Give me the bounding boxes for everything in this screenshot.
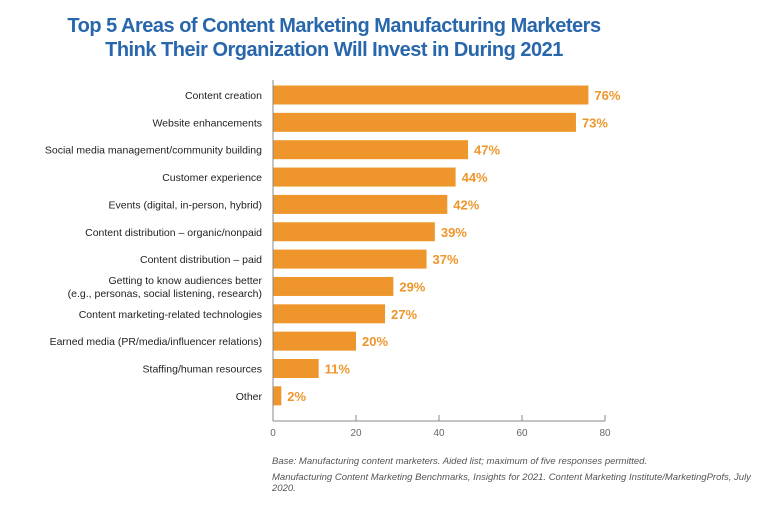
footnote-base: Base: Manufacturing content marketers. A…: [272, 456, 648, 467]
category-label: Content distribution – paid: [140, 254, 262, 266]
data-label: 73%: [582, 115, 608, 130]
category-label: Website enhancements: [152, 117, 262, 129]
bar: [273, 222, 435, 242]
bar: [273, 140, 469, 160]
bar: [273, 249, 427, 269]
data-label: 47%: [474, 143, 500, 158]
data-label: 44%: [462, 170, 488, 185]
x-tick-label: 0: [270, 428, 276, 439]
category-label: Staffing/human resources: [143, 364, 262, 376]
data-label: 39%: [441, 225, 467, 240]
chart-title-line-1: Top 5 Areas of Content Marketing Manufac…: [67, 15, 601, 37]
bar: [273, 167, 456, 187]
data-label: 29%: [399, 279, 425, 294]
category-label: Getting to know audiences better: [108, 275, 262, 287]
chart-title: Top 5 Areas of Content Marketing Manufac…: [0, 14, 768, 62]
bar: [273, 112, 576, 132]
category-label: Customer experience: [162, 172, 262, 184]
category-label: Other: [236, 391, 263, 403]
data-label: 42%: [453, 197, 479, 212]
x-tick-label: 20: [350, 428, 362, 439]
data-label: 37%: [433, 252, 459, 267]
bar: [273, 359, 319, 378]
bar: [273, 304, 386, 324]
data-label: 20%: [362, 334, 388, 349]
chart-title-line-2: Think Their Organization Will Invest in …: [105, 39, 563, 61]
category-label: Events (digital, in-person, hybrid): [109, 199, 263, 211]
category-label: Social media management/community buildi…: [45, 145, 262, 157]
category-label: (e.g., personas, social listening, resea…: [68, 288, 262, 300]
bar: [273, 331, 356, 351]
bar: [273, 85, 589, 105]
bar: [273, 386, 282, 406]
footnote-source: Manufacturing Content Marketing Benchmar…: [272, 472, 751, 494]
bar: [273, 276, 394, 296]
category-label: Content marketing-related technologies: [79, 309, 262, 321]
data-label: 27%: [391, 307, 417, 322]
x-tick-label: 40: [433, 428, 445, 439]
data-label: 11%: [325, 362, 351, 377]
category-label: Earned media (PR/media/influencer relati…: [50, 336, 262, 348]
category-label: Content creation: [185, 90, 262, 102]
data-label: 2%: [287, 389, 306, 404]
x-tick-label: 80: [599, 428, 611, 439]
category-label: Content distribution – organic/nonpaid: [85, 227, 262, 239]
bar: [273, 194, 448, 214]
x-tick-label: 60: [516, 428, 528, 439]
data-label: 76%: [594, 88, 620, 103]
